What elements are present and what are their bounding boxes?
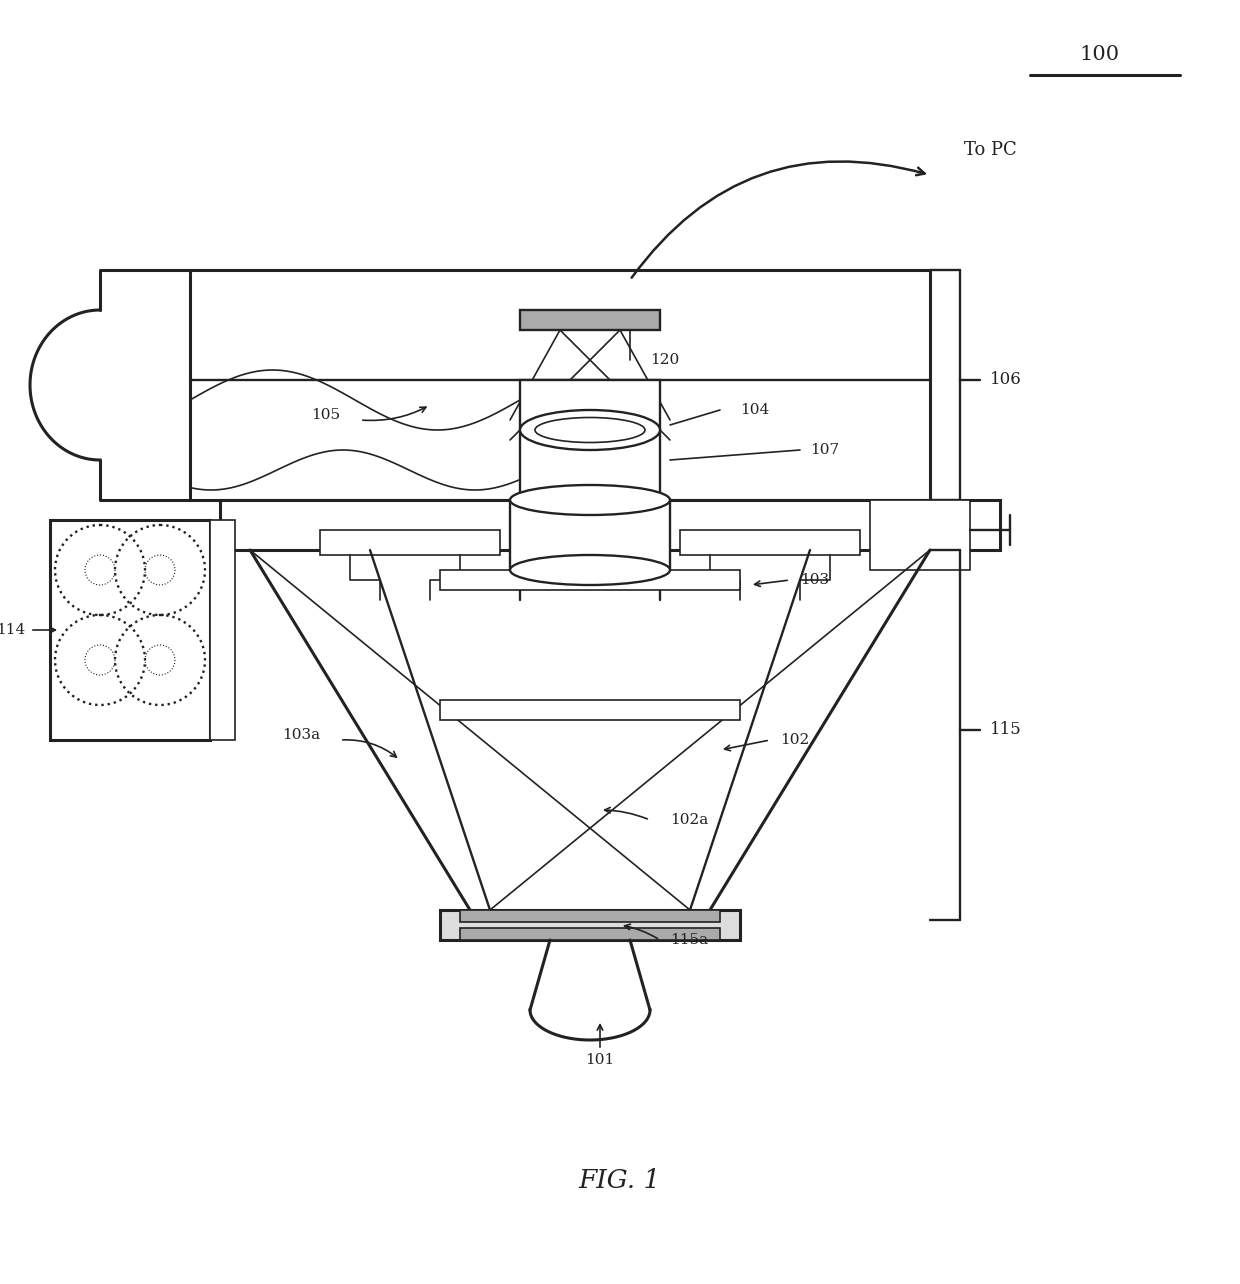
FancyArrowPatch shape bbox=[32, 627, 56, 633]
Bar bbox=[50, 520, 210, 740]
Text: 114: 114 bbox=[0, 623, 25, 637]
Bar bbox=[440, 570, 740, 591]
Bar bbox=[680, 530, 861, 555]
FancyArrowPatch shape bbox=[598, 1025, 603, 1048]
FancyArrowPatch shape bbox=[363, 407, 425, 420]
Text: 107: 107 bbox=[810, 443, 839, 457]
FancyArrowPatch shape bbox=[724, 741, 768, 751]
FancyArrowPatch shape bbox=[755, 580, 787, 587]
Text: 106: 106 bbox=[990, 371, 1022, 389]
FancyArrowPatch shape bbox=[342, 740, 397, 758]
FancyArrowPatch shape bbox=[625, 924, 657, 939]
Bar bbox=[190, 270, 930, 499]
Text: 103a: 103a bbox=[281, 728, 320, 742]
Bar bbox=[440, 910, 740, 940]
Bar bbox=[460, 910, 720, 922]
Bar bbox=[210, 520, 236, 740]
Text: 102: 102 bbox=[780, 733, 810, 747]
Text: 101: 101 bbox=[585, 1053, 615, 1067]
Text: 102a: 102a bbox=[670, 813, 708, 827]
Text: To PC: To PC bbox=[963, 141, 1017, 159]
Text: 103: 103 bbox=[800, 573, 830, 587]
Bar bbox=[870, 499, 970, 570]
Text: 120: 120 bbox=[650, 353, 680, 367]
Ellipse shape bbox=[520, 410, 660, 449]
Ellipse shape bbox=[534, 417, 645, 443]
Text: 100: 100 bbox=[1080, 45, 1120, 64]
Bar bbox=[440, 700, 740, 720]
Bar bbox=[460, 928, 720, 940]
Ellipse shape bbox=[510, 485, 670, 515]
Bar bbox=[520, 309, 660, 330]
FancyArrowPatch shape bbox=[631, 162, 925, 277]
Text: 115: 115 bbox=[990, 722, 1022, 738]
Bar bbox=[320, 530, 500, 555]
Ellipse shape bbox=[510, 555, 670, 586]
Bar bbox=[510, 499, 670, 570]
Text: 115a: 115a bbox=[670, 933, 708, 948]
Bar bbox=[219, 499, 999, 550]
FancyArrowPatch shape bbox=[605, 808, 647, 819]
Text: 105: 105 bbox=[311, 408, 340, 422]
Text: 104: 104 bbox=[740, 403, 769, 417]
Bar bbox=[520, 380, 660, 499]
Text: FIG. 1: FIG. 1 bbox=[579, 1167, 661, 1193]
